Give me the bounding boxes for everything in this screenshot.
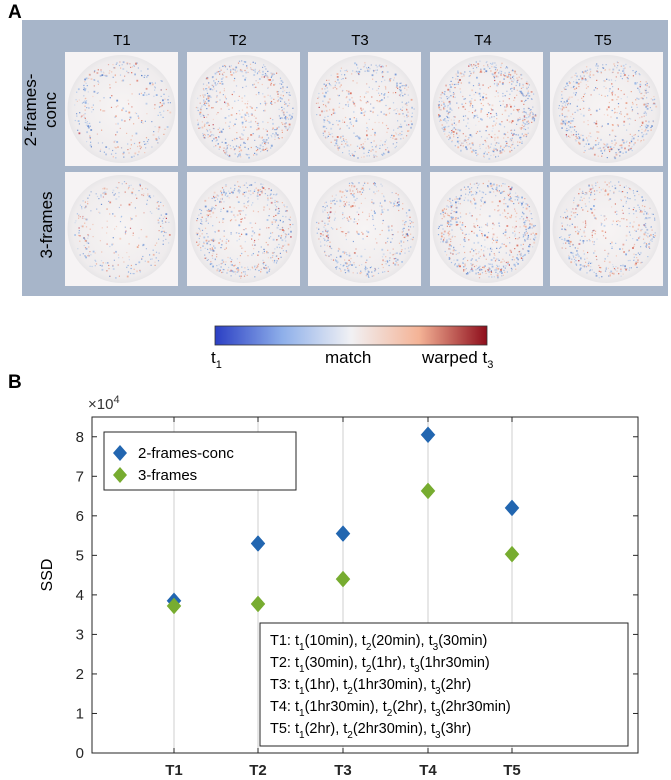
x-tick-label-t4: T4 [419,762,437,779]
colorbar [214,325,488,346]
x-tick-label-t2: T2 [249,762,267,779]
colorbar-right-label: warped t3 [421,348,493,371]
y-tick-label: 7 [76,468,84,485]
column-headers: T1 T2 T3 T4 T5 [113,32,612,49]
info-line-3: T3: t1(1hr), t2(1hr30min), t3(2hr) [270,677,471,697]
row-header-3-frames: 3-frames [37,191,56,258]
y-tick-label: 6 [76,508,84,525]
point-3-frames-t1 [166,597,182,615]
info-text: T1: t1(10min), t2(20min), t3(30min)T2: t… [270,633,511,741]
x-ticks: T1 T2 T3 T4 T5 [165,417,521,779]
legend: 2-frames-conc 3-frames [103,431,297,491]
legend-box [103,431,297,491]
y-tick-label: 2 [76,666,84,683]
x-tick-label-t5: T5 [503,762,521,779]
panel-b-label: B [8,372,22,393]
info-line-4: T4: t1(1hr30min), t2(2hr), t3(2hr30min) [270,699,511,719]
point-3-frames-t5 [504,545,520,563]
data-points [166,426,520,615]
colorbar-left-label: t1 [211,348,222,371]
y-tick-label: 8 [76,429,84,446]
column-header-t2: T2 [229,32,247,49]
y-axis-label: SSD [39,559,56,592]
heatmap-3-frames-t4 [430,172,543,286]
y-tick-label: 3 [76,626,84,643]
row-header-2-frames-conc: 2-frames-conc [21,74,60,147]
x-tick-label-t1: T1 [165,762,183,779]
info-line-5: T5: t1(2hr), t2(2hr30min), t3(3hr) [270,721,471,741]
x-tick-label-t3: T3 [334,762,352,779]
legend-label-2-frames-conc: 2-frames-conc [138,445,234,462]
y-tick-label: 0 [76,745,84,762]
legend-marker-2-frames-conc [113,445,127,461]
legend-label-3-frames: 3-frames [138,467,197,484]
info-box [259,622,629,747]
colorbar-mid-label: match [325,348,371,367]
legend-marker-3-frames [113,467,127,483]
column-header-t4: T4 [474,32,492,49]
point-3-frames-t2 [250,595,266,613]
axes-box [91,416,639,754]
heatmap-2-frames-conc-t2 [187,52,300,166]
panel-a-label: A [8,2,22,23]
point-2-frames-conc-t4 [420,426,436,444]
point-2-frames-conc-t5 [504,499,520,517]
column-header-t1: T1 [113,32,131,49]
point-3-frames-t3 [335,570,351,588]
point-3-frames-t4 [420,482,436,500]
info-line-2: T2: t1(30min), t2(1hr), t3(1hr30min) [270,655,490,675]
y-ticks: 0 1 2 3 4 5 6 7 8 [76,429,638,762]
y-tick-label: 4 [76,587,84,604]
heatmap-2-frames-conc-t5 [550,52,663,166]
point-2-frames-conc-t3 [335,525,351,542]
heatmap-3-frames-t1 [65,172,178,286]
info-line-1: T1: t1(10min), t2(20min), t3(30min) [270,633,487,653]
point-2-frames-conc-t2 [250,535,266,552]
heatmap-3-frames-t3 [308,172,421,286]
heatmap-grid [65,52,663,286]
y-tick-label: 1 [76,705,84,722]
heatmap-2-frames-conc-t3 [308,52,421,166]
heatmap-3-frames-t5 [550,172,663,286]
column-header-t5: T5 [594,32,612,49]
column-header-t3: T3 [351,32,369,49]
heatmap-2-frames-conc-t1 [65,52,178,166]
heatmap-2-frames-conc-t4 [430,52,543,166]
y-multiplier: ×104 [88,394,120,413]
row-headers: 2-frames-conc 3-frames [21,74,60,259]
heatmap-3-frames-t2 [187,172,300,286]
y-tick-label: 5 [76,547,84,564]
